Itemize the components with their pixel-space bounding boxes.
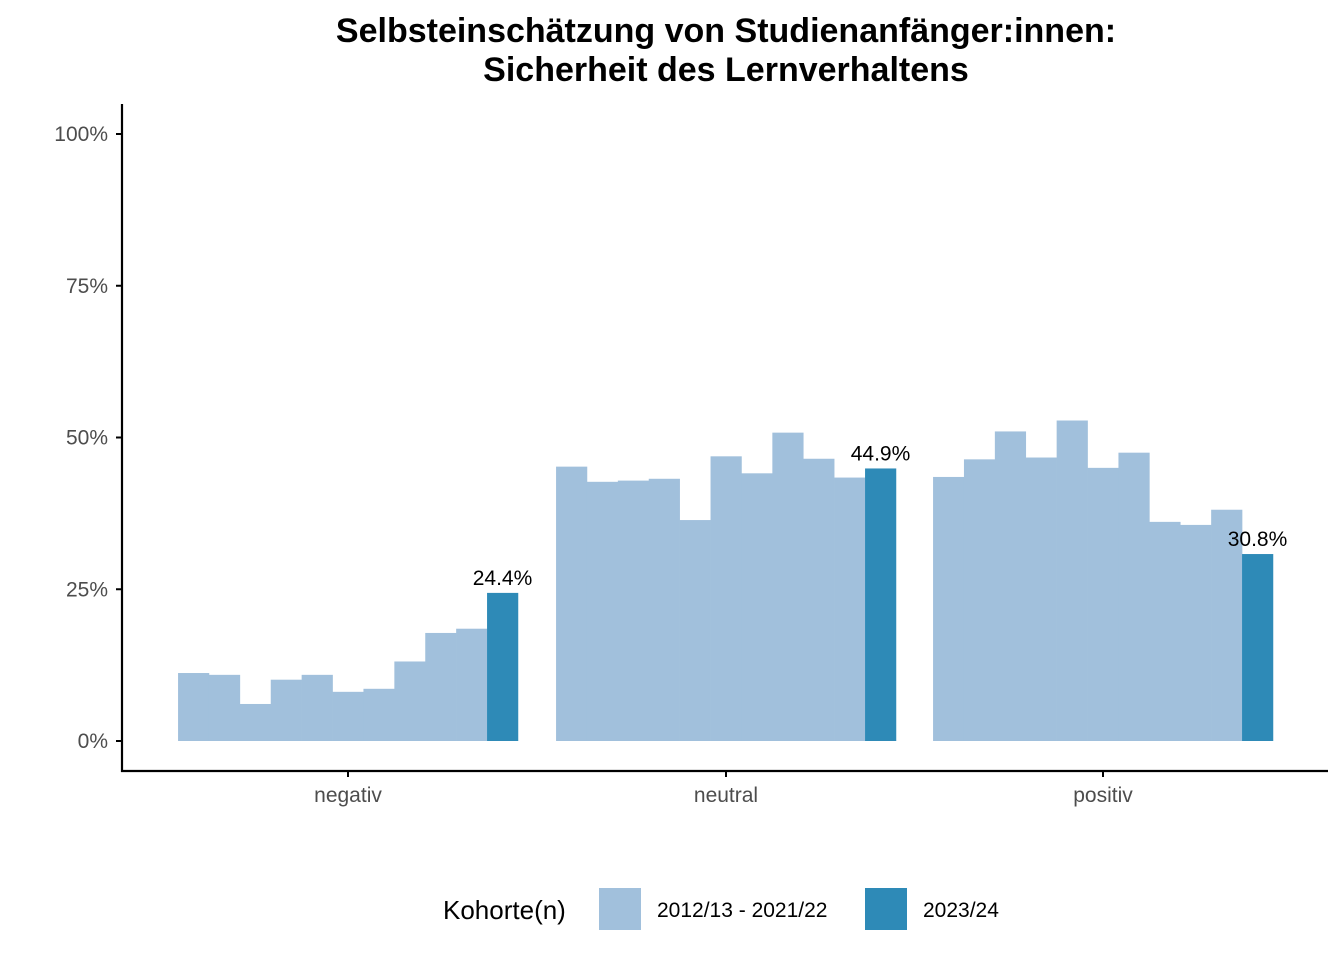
data-labels-group: 24.4% 44.9% 30.8% — [473, 442, 1288, 589]
bar — [586, 481, 619, 741]
bar — [270, 679, 302, 741]
y-axis: 0% 25% 50% 75% 100% — [54, 104, 124, 772]
bar — [1087, 467, 1119, 741]
bar — [1025, 457, 1057, 741]
bar — [803, 458, 835, 741]
bar — [178, 673, 210, 741]
data-label: 30.8% — [1228, 528, 1288, 551]
bar — [301, 674, 333, 741]
y-tick-label: 0% — [78, 730, 108, 753]
bar — [332, 691, 364, 741]
bar — [363, 688, 395, 741]
bar — [1118, 452, 1150, 741]
legend: Kohorte(n) 2012/13 - 2021/22 2023/24 — [443, 888, 999, 930]
x-tick-label: negativ — [314, 784, 382, 807]
bar — [741, 473, 773, 741]
bar — [1056, 420, 1088, 741]
bar — [772, 432, 804, 741]
legend-label-2023-24: 2023/24 — [923, 899, 999, 922]
bar — [456, 628, 488, 741]
bar — [425, 632, 457, 741]
bar — [394, 661, 426, 741]
chart-title-line-1: Selbsteinschätzung von Studienanfänger:i… — [336, 12, 1116, 50]
bar — [1211, 509, 1243, 741]
bar — [1242, 554, 1274, 741]
y-tick-label: 100% — [54, 123, 108, 146]
legend-title: Kohorte(n) — [443, 895, 566, 925]
y-tick-label: 25% — [66, 578, 108, 601]
bar — [239, 703, 272, 741]
bar — [933, 476, 965, 741]
legend-label-2012-2022: 2012/13 - 2021/22 — [657, 899, 827, 922]
bar — [487, 592, 519, 741]
bar — [865, 468, 897, 741]
legend-swatch-2023-24 — [865, 888, 907, 930]
bars-group — [178, 420, 1274, 741]
x-tick-label: positiv — [1073, 784, 1133, 807]
bar — [834, 477, 866, 741]
data-label: 24.4% — [473, 567, 533, 590]
y-tick-label: 75% — [66, 275, 108, 298]
data-label: 44.9% — [851, 442, 911, 465]
x-tick-label: neutral — [694, 784, 758, 807]
y-tick-label: 50% — [66, 427, 108, 450]
x-axis: negativ neutral positiv — [121, 769, 1328, 807]
bar — [679, 520, 711, 741]
chart-title-line-2: Sicherheit des Lernverhaltens — [483, 51, 969, 89]
bar — [1180, 524, 1212, 741]
bar — [963, 459, 996, 741]
bar — [1149, 521, 1181, 741]
bar — [556, 466, 588, 741]
bar — [710, 456, 742, 741]
bar — [617, 480, 650, 741]
legend-swatch-2012-2022 — [599, 888, 641, 930]
bar — [208, 674, 241, 741]
bar — [648, 478, 680, 741]
bar — [994, 431, 1027, 741]
